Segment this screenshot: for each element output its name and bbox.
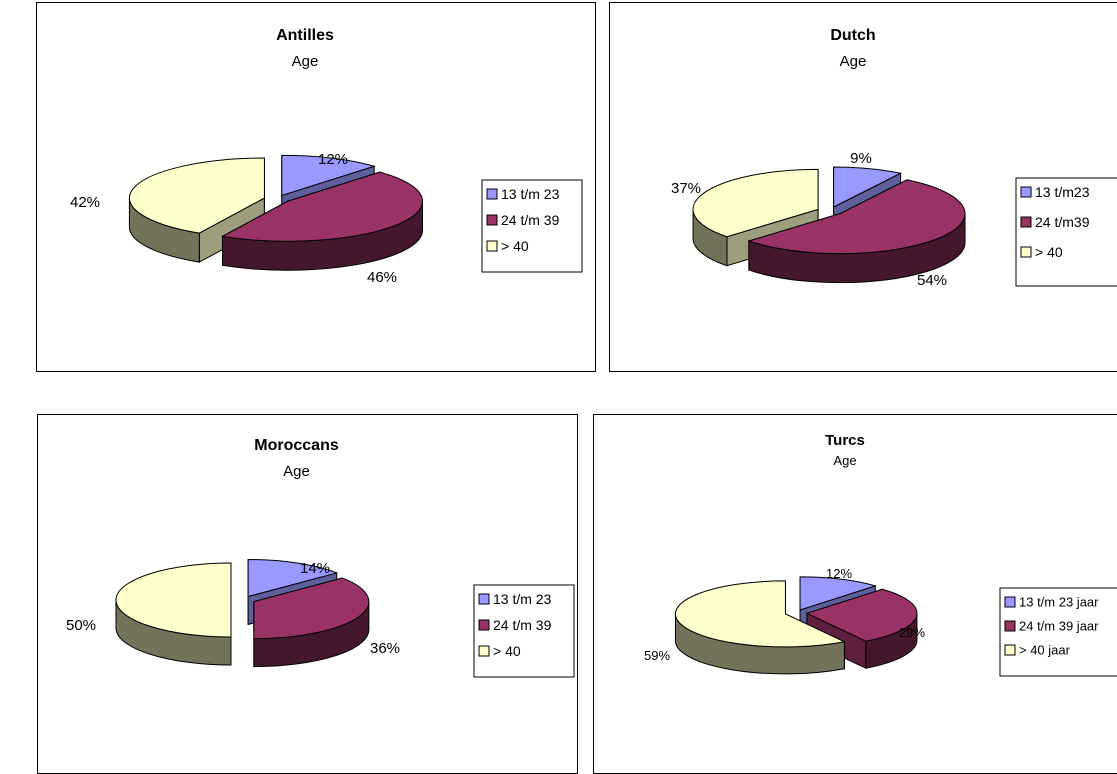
chart-title: Dutch bbox=[830, 27, 875, 44]
chart-panel-turcs: Turcs Age 12% 29% 59% 13 t/m 23 jaar 24 t/m 39… bbox=[593, 414, 1117, 774]
legend-label-0: 13 t/m 23 bbox=[501, 186, 560, 202]
legend-swatch-1 bbox=[1004, 620, 1016, 632]
legend-swatch-1 bbox=[1020, 216, 1032, 228]
data-label-1: 29% bbox=[899, 625, 925, 640]
pie-slice-1 bbox=[253, 577, 370, 640]
pie-slice-1 bbox=[220, 171, 423, 242]
pie-slice-0 bbox=[281, 154, 376, 197]
data-label-2: 42% bbox=[70, 194, 100, 211]
legend-label-2: > 40 bbox=[1035, 244, 1063, 260]
legend-label-0: 13 t/m 23 jaar bbox=[1019, 595, 1099, 610]
pie-slice-0 bbox=[799, 576, 878, 611]
legend bbox=[473, 584, 575, 678]
pie-chart-svg: Turcs Age 12% 29% 59% 13 t/m 23 jaar 24 t/m 39… bbox=[644, 432, 1117, 677]
legend-label-1: 24 t/m39 bbox=[1035, 214, 1090, 230]
chart-panel-antilles: Antilles Age 12% 46% 42% 13 t/m 23 24 t/m 39 > … bbox=[36, 2, 596, 372]
pie-chart-svg: Dutch Age 9% 54% 37% 13 t/m23 24 t/m39 > 40 bbox=[671, 27, 1117, 289]
legend-label-0: 13 t/m 23 bbox=[493, 591, 552, 607]
data-label-0: 9% bbox=[850, 150, 872, 167]
chart-title: Turcs bbox=[825, 432, 865, 449]
chart-subtitle: Age bbox=[292, 53, 319, 70]
legend-label-0: 13 t/m23 bbox=[1035, 184, 1090, 200]
legend-swatch-0 bbox=[478, 593, 490, 605]
pie-slice-2 bbox=[674, 580, 846, 648]
data-label-2: 50% bbox=[66, 617, 96, 634]
legend-swatch-0 bbox=[1020, 186, 1032, 198]
legend-swatch-0 bbox=[1004, 596, 1016, 608]
pie-slice-0 bbox=[247, 559, 339, 598]
data-label-2: 37% bbox=[671, 180, 701, 197]
chart-subtitle: Age bbox=[283, 463, 310, 480]
legend-swatch-1 bbox=[486, 214, 498, 226]
legend-swatch-0 bbox=[486, 188, 498, 200]
legend-label-1: 24 t/m 39 bbox=[501, 212, 560, 228]
data-label-2: 59% bbox=[644, 648, 670, 663]
pie-slice-2 bbox=[128, 157, 265, 234]
legend-label-1: 24 t/m 39 jaar bbox=[1019, 619, 1099, 634]
legend-swatch-2 bbox=[1020, 246, 1032, 258]
chart-subtitle: Age bbox=[833, 453, 856, 468]
legend-label-2: > 40 bbox=[501, 238, 529, 254]
chart-title: Antilles bbox=[276, 27, 334, 44]
pie-slice-2 bbox=[692, 168, 819, 238]
legend bbox=[999, 587, 1117, 677]
pie-slice-2 bbox=[115, 562, 232, 638]
data-label-0: 14% bbox=[300, 560, 330, 577]
chart-title: Moroccans bbox=[254, 437, 339, 454]
legend bbox=[1015, 177, 1117, 287]
legend-label-2: > 40 bbox=[493, 643, 521, 659]
data-label-1: 46% bbox=[367, 269, 397, 286]
pie-chart-svg: Moroccans Age 14% 36% 50% 13 t/m 23 24 t/m 39 >… bbox=[66, 437, 575, 678]
legend-swatch-2 bbox=[486, 240, 498, 252]
pie-slice-1 bbox=[805, 588, 918, 642]
data-label-0: 12% bbox=[826, 566, 852, 581]
data-label-1: 36% bbox=[370, 640, 400, 657]
pie-slice-1 bbox=[747, 179, 966, 255]
chart-panel-dutch: Dutch Age 9% 54% 37% 13 t/m23 24 t/m39 > 40 bbox=[609, 2, 1117, 372]
pie-chart-svg: Antilles Age 12% 46% 42% 13 t/m 23 24 t/m 39 > … bbox=[70, 27, 583, 286]
legend-swatch-2 bbox=[1004, 644, 1016, 656]
chart-panel-moroccans: Moroccans Age 14% 36% 50% 13 t/m 23 24 t/m 39 >… bbox=[37, 414, 578, 774]
legend bbox=[481, 179, 583, 273]
data-label-1: 54% bbox=[917, 272, 947, 289]
legend-swatch-2 bbox=[478, 645, 490, 657]
pie-slice-0 bbox=[833, 166, 903, 208]
data-label-0: 12% bbox=[318, 151, 348, 168]
chart-subtitle: Age bbox=[840, 53, 867, 70]
legend-label-2: > 40 jaar bbox=[1019, 643, 1071, 658]
legend-swatch-1 bbox=[478, 619, 490, 631]
legend-label-1: 24 t/m 39 bbox=[493, 617, 552, 633]
